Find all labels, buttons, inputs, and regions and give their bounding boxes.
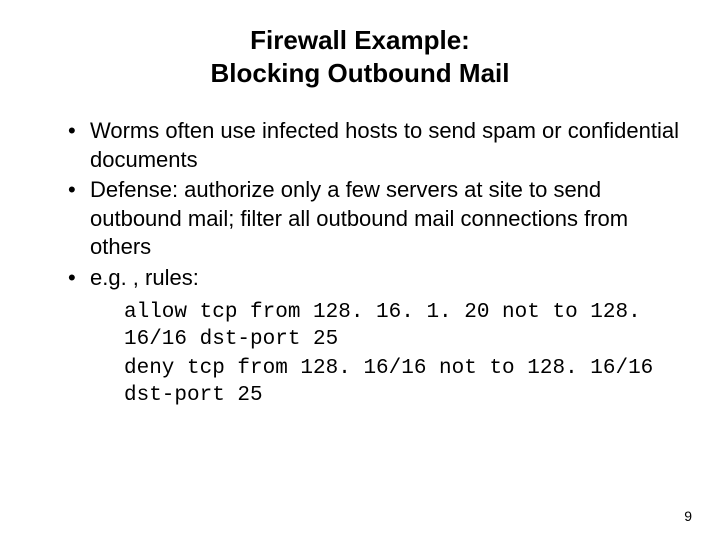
rule-line: allow tcp from 128. 16. 1. 20 not to 128… <box>124 299 680 354</box>
bullet-item: Worms often use infected hosts to send s… <box>68 117 680 174</box>
bullet-item: e.g. , rules: <box>68 264 680 293</box>
slide-title: Firewall Example: Blocking Outbound Mail <box>40 24 680 89</box>
bullet-list: Worms often use infected hosts to send s… <box>40 117 680 293</box>
rule-line: deny tcp from 128. 16/16 not to 128. 16/… <box>124 355 680 410</box>
title-line-2: Blocking Outbound Mail <box>40 57 680 90</box>
page-number: 9 <box>684 508 692 524</box>
rules-block: allow tcp from 128. 16. 1. 20 not to 128… <box>40 299 680 410</box>
bullet-item: Defense: authorize only a few servers at… <box>68 176 680 262</box>
title-line-1: Firewall Example: <box>40 24 680 57</box>
